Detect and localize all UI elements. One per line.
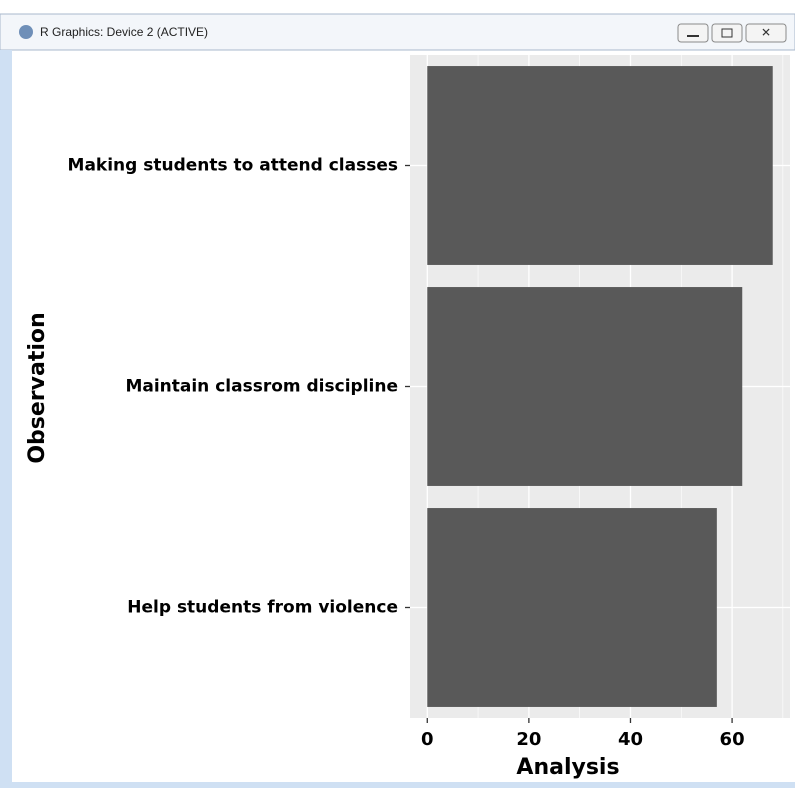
x-tick-label: 60	[720, 729, 745, 750]
window-icon	[19, 25, 33, 39]
x-tick-label: 40	[618, 729, 643, 750]
close-button[interactable]	[745, 23, 787, 43]
y-tick-label: Help students from violence	[127, 598, 398, 618]
x-axis-label: Analysis	[516, 755, 619, 780]
window-title: R Graphics: Device 2 (ACTIVE)	[40, 25, 208, 39]
x-tick-label: 0	[421, 729, 434, 750]
bar	[427, 287, 743, 486]
x-tick-label: 20	[516, 729, 541, 750]
maximize-icon	[721, 28, 733, 38]
y-tick-label: Maintain classrom discipline	[125, 377, 398, 397]
close-icon: ✕	[761, 26, 771, 40]
y-axis-label: Observation	[25, 312, 50, 463]
bar	[427, 66, 773, 265]
maximize-button[interactable]	[711, 23, 743, 43]
bar	[427, 508, 717, 707]
title-bar	[0, 13, 795, 51]
minimize-button[interactable]	[677, 23, 709, 43]
left-border	[0, 50, 12, 788]
bottom-border	[12, 782, 795, 788]
y-tick-label: Making students to attend classes	[68, 156, 398, 176]
